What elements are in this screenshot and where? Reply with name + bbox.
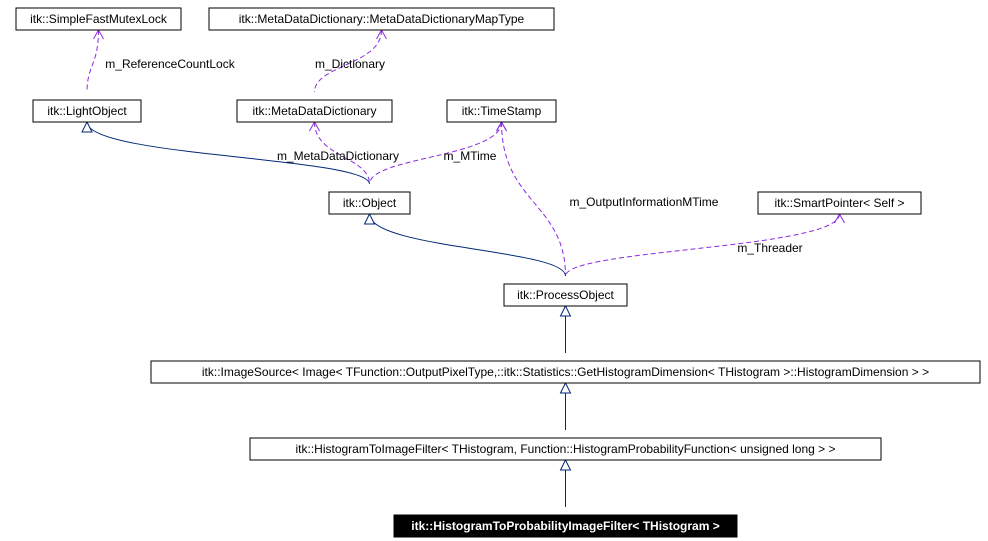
edge-label: m_MetaDataDictionary bbox=[277, 149, 399, 163]
class-node[interactable]: itk::SimpleFastMutexLock bbox=[16, 8, 181, 30]
class-label: itk::HistogramToImageFilter< THistogram,… bbox=[295, 442, 835, 456]
edge bbox=[561, 383, 571, 430]
edge-label: m_Threader bbox=[737, 241, 802, 255]
class-node[interactable]: itk::MetaDataDictionary bbox=[237, 100, 392, 122]
edge-label: m_Dictionary bbox=[315, 57, 385, 71]
class-label: itk::LightObject bbox=[47, 104, 127, 118]
edge bbox=[561, 460, 571, 507]
class-label: itk::TimeStamp bbox=[462, 104, 542, 118]
edge bbox=[561, 306, 571, 353]
class-label: itk::Object bbox=[343, 196, 397, 210]
edge-label: m_ReferenceCountLock bbox=[105, 57, 235, 71]
class-node[interactable]: itk::LightObject bbox=[33, 100, 141, 122]
class-node[interactable]: itk::Object bbox=[329, 192, 410, 214]
class-node[interactable]: itk::HistogramToImageFilter< THistogram,… bbox=[250, 438, 881, 460]
class-label: itk::SimpleFastMutexLock bbox=[30, 12, 168, 26]
class-node[interactable]: itk::HistogramToProbabilityImageFilter< … bbox=[394, 515, 737, 537]
class-node[interactable]: itk::TimeStamp bbox=[447, 100, 556, 122]
edge-label: m_MTime bbox=[444, 149, 497, 163]
edge: m_Dictionary bbox=[315, 30, 387, 92]
class-label: itk::ImageSource< Image< TFunction::Outp… bbox=[202, 365, 929, 379]
edge-label: m_OutputInformationMTime bbox=[570, 195, 719, 209]
class-label: itk::SmartPointer< Self > bbox=[774, 196, 904, 210]
class-node[interactable]: itk::MetaDataDictionary::MetaDataDiction… bbox=[209, 8, 554, 30]
edge: m_Threader bbox=[566, 214, 845, 276]
class-node[interactable]: itk::SmartPointer< Self > bbox=[758, 192, 921, 214]
class-label: itk::MetaDataDictionary::MetaDataDiction… bbox=[239, 12, 525, 26]
edge: m_OutputInformationMTime bbox=[497, 122, 719, 276]
class-label: itk::HistogramToProbabilityImageFilter< … bbox=[411, 519, 720, 533]
class-node[interactable]: itk::ProcessObject bbox=[504, 284, 627, 306]
class-node[interactable]: itk::ImageSource< Image< TFunction::Outp… bbox=[151, 361, 980, 383]
class-label: itk::MetaDataDictionary bbox=[252, 104, 376, 118]
inheritance-diagram: m_ReferenceCountLock m_Dictionary m_MetaDa… bbox=[0, 0, 988, 541]
class-label: itk::ProcessObject bbox=[517, 288, 614, 302]
edge: m_MetaDataDictionary bbox=[277, 122, 399, 184]
edge bbox=[365, 214, 566, 276]
edge: m_ReferenceCountLock bbox=[87, 30, 236, 92]
